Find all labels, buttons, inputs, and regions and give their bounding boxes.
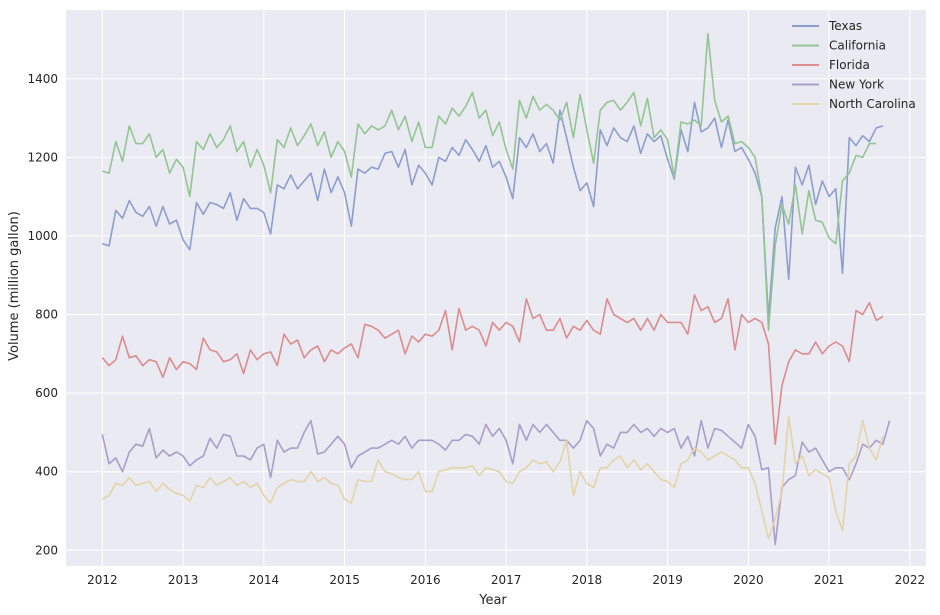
- legend: Texas California Florida New York North Caro…: [792, 19, 916, 111]
- series-lines: [101, 32, 891, 546]
- y-tick-label: 800: [35, 308, 58, 322]
- x-tick-label: 2020: [733, 573, 764, 587]
- x-tick-label: 2013: [168, 573, 199, 587]
- series-line-new-york: [101, 419, 891, 546]
- x-tick-label: 2016: [410, 573, 441, 587]
- x-tick-label: 2022: [895, 573, 926, 587]
- legend-label-north-carolina: North Carolina: [829, 97, 916, 111]
- grid-lines: [66, 10, 926, 566]
- x-tick-label: 2014: [249, 573, 280, 587]
- series-line-florida: [101, 294, 884, 446]
- series-line-north-carolina: [101, 415, 884, 540]
- y-tick-label: 1400: [27, 72, 58, 86]
- y-tick-label: 1200: [27, 150, 58, 164]
- y-tick-label: 400: [35, 465, 58, 479]
- plot-background: [66, 10, 926, 566]
- y-axis-title: Volume (million gallon): [7, 211, 22, 361]
- x-tick-label: 2012: [87, 573, 118, 587]
- legend-label-texas: Texas: [828, 19, 862, 33]
- series-line-california: [102, 32, 877, 332]
- x-tick-label: 2018: [572, 573, 603, 587]
- x-tick-label: 2021: [814, 573, 845, 587]
- x-tick-label: 2015: [329, 573, 360, 587]
- y-tick-label: 600: [35, 386, 58, 400]
- x-tick-label: 2019: [652, 573, 683, 587]
- x-axis-title: Year: [478, 593, 507, 608]
- y-tick-label: 200: [35, 543, 58, 557]
- legend-label-california: California: [829, 39, 886, 53]
- legend-label-new-york: New York: [829, 78, 884, 92]
- x-tick-label: 2017: [491, 573, 522, 587]
- tick-labels: 2012 2013 2014 2015 2016 2017 2018 2019 2020 2021…: [27, 72, 925, 587]
- y-tick-label: 1000: [27, 229, 58, 243]
- series-line-texas: [102, 101, 884, 320]
- legend-label-florida: Florida: [829, 58, 870, 72]
